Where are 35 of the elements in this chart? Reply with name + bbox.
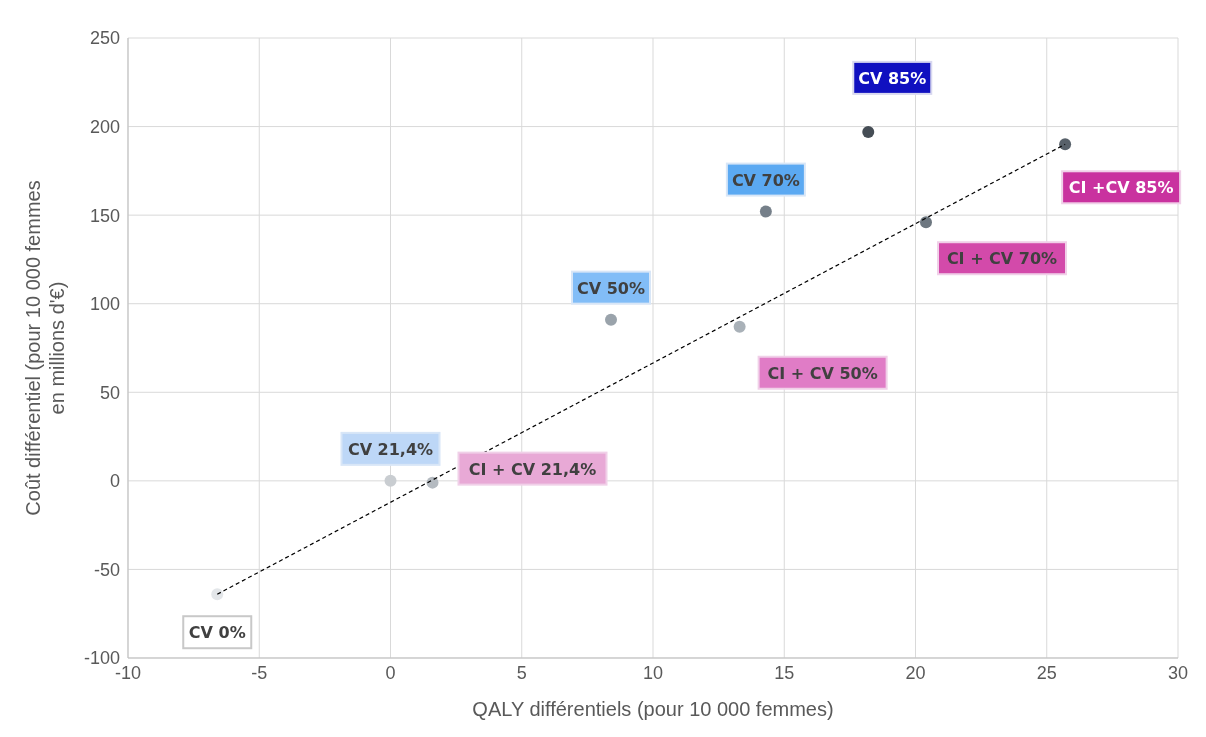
y-tick-label: -50 xyxy=(93,559,120,580)
x-tick-label: 25 xyxy=(1036,662,1057,683)
data-label: CI + CV 70% xyxy=(946,249,1058,269)
x-tick-label: 30 xyxy=(1167,662,1189,683)
data-label: CV 21,4% xyxy=(347,439,434,459)
y-tick-label: 50 xyxy=(99,382,120,403)
data-label: CV 0% xyxy=(188,623,246,643)
data-label: CV 85% xyxy=(858,68,927,88)
y-tick-label: 250 xyxy=(89,28,120,49)
y-tick-label: 100 xyxy=(89,294,120,315)
point xyxy=(862,125,875,138)
point xyxy=(1059,138,1072,151)
point xyxy=(211,588,224,601)
y-tick-label: 0 xyxy=(109,471,120,492)
data-label: CV 50% xyxy=(577,278,645,298)
data-label: CI + CV 21,4% xyxy=(468,459,597,479)
point xyxy=(759,205,772,218)
data-label: CI +CV 85% xyxy=(1068,178,1174,198)
point xyxy=(733,320,746,333)
x-axis-title: QALY différentiels (pour 10 000 femmes) xyxy=(472,698,834,720)
x-tick-label: 5 xyxy=(516,662,527,683)
point xyxy=(605,313,617,326)
x-tick-label: 10 xyxy=(642,662,664,683)
y-tick-label: 200 xyxy=(89,116,120,137)
x-tick-label: 20 xyxy=(905,662,926,683)
y-axis-title: Coût différentiel (pour 10 000 femmes en millions d'€) xyxy=(22,180,68,516)
point xyxy=(384,474,397,487)
point xyxy=(920,216,932,229)
y-tick-label: -100 xyxy=(83,648,120,669)
data-label: CV 70% xyxy=(731,170,800,190)
x-tick-label: 0 xyxy=(385,662,396,683)
y-tick-label: 150 xyxy=(89,205,120,226)
x-tick-label: 15 xyxy=(774,662,795,683)
x-tick-label: -5 xyxy=(251,662,268,683)
data-label: CI + CV 50% xyxy=(767,363,878,383)
